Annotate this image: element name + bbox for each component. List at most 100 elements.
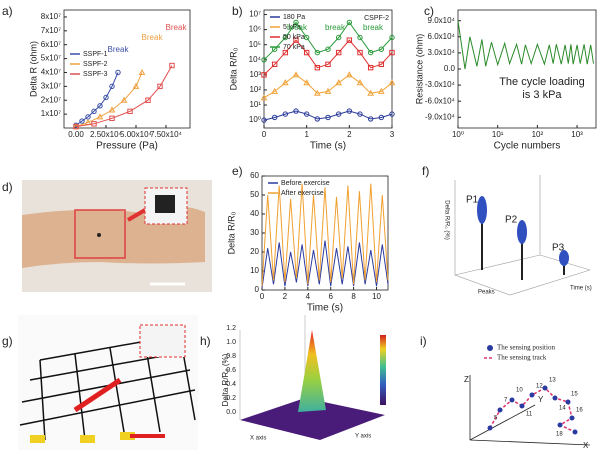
y-tick-label: 60 [250,171,259,180]
annotation: break [363,23,384,32]
y-tick-label: 20 [250,247,259,256]
peak-label: P3 [552,243,565,254]
annotation: break [287,23,308,32]
x-tick-label: 0.00 [68,130,84,139]
z-tick-label: 0.0 [226,409,236,416]
x-tick-label: 2 [283,292,288,301]
note: is 3 kPa [522,89,562,101]
point-label: 7 [504,398,508,404]
z-tick-label: 1.2 [226,325,236,332]
annotation: Break [166,23,188,32]
x-tick-label: 10³ [571,130,583,139]
legend-label: The sensing track [497,354,547,362]
y-tick-label: 0 [255,285,260,294]
panel-label: d) [2,180,13,194]
marker [116,70,120,74]
x-tick-label: 0 [262,130,267,139]
point-label: 16 [576,408,583,414]
y-tick-label: -9.0x10⁴ [425,112,456,121]
marker [140,70,145,75]
panel-label: h) [200,334,211,348]
y-tick-label: 6x10⁷ [41,40,61,49]
legend-label: 180 Pa [283,14,305,21]
legend-label: 70 kPa [283,44,305,51]
y-tick-label: 40 [250,209,259,218]
y-tick-label: 10⁰ [249,115,261,124]
annotation: Break [142,33,164,42]
axis-label: Peaks [478,290,495,296]
y-tick-label: 3x10⁷ [41,81,61,90]
figure: P1 P2 P3 Delta R/R₀ (%) Peaks Time (s) D… [0,0,604,455]
x-tick-label: 7.50x10⁴ [150,130,182,139]
x-tick-label: 10⁰ [452,130,464,139]
y-tick-label: 3.0x10⁴ [428,48,456,57]
x-axis-label: Time (s) [307,303,343,314]
x-axis-label: Cycle numbers [494,141,561,152]
y-axis-label: Resistance (ohm) [414,34,424,105]
y-tick-label: 2x10⁷ [41,95,61,104]
x-tick-label: 1 [304,130,309,139]
y-tick-label: 0.0 [444,64,456,73]
series-line [76,73,118,126]
panel-label: g) [2,334,13,348]
plot-frame [458,10,596,128]
point-label: 11 [526,412,533,418]
panel-label: a) [2,4,13,18]
point-label: 14 [559,406,566,412]
note: The cycle loading [499,76,585,88]
x-axis-label: Time (s) [310,141,346,152]
z-tick-label: 0.2 [226,395,236,402]
y-tick-label: 9.0x10⁴ [428,16,456,25]
x-tick-label: 3 [390,130,395,139]
photo-arm [22,180,212,292]
plot-3d-peaks: P1 P2 P3 Delta R/R₀ (%) Peaks Time (s) [443,175,591,296]
x-tick-label: 0 [260,292,265,301]
y-tick-label: 10⁶ [249,25,261,34]
point-label: 12 [536,384,543,390]
annotation: break [325,23,346,32]
x-tick-label: 2.50x10⁴ [90,130,122,139]
y-tick-label: -3.0x10⁴ [425,80,456,89]
axis-label: Z [464,375,469,384]
peak-label: P1 [466,195,479,206]
y-tick-label: 10¹ [249,100,261,109]
x-tick-label: 10² [532,130,544,139]
y-tick-label: 6.0x10⁴ [428,32,456,41]
legend-label: The sensing position [497,344,555,352]
point-label: 15 [571,392,578,398]
panel-label: e) [232,164,243,178]
legend-label: Before exercise [281,180,330,187]
z-tick-label: 0.8 [226,353,236,360]
axis-label: Delta R/R₀ (%) [443,200,449,240]
x-tick-label: 5.00x10⁴ [120,130,152,139]
axis-label: X [583,441,589,450]
axis-label: Y axis [355,434,371,440]
y-tick-label: 10⁵ [249,40,261,49]
y-tick-label: 5x10⁷ [41,54,61,63]
y-tick-label: 7x10⁷ [41,26,61,35]
y-tick-label: 10³ [249,70,261,79]
y-tick-label: 30 [250,228,259,237]
y-tick-label: 1x10⁷ [41,109,61,118]
y-axis-label: Delta R (ohm) [28,41,38,97]
y-tick-label: 10 [250,266,259,275]
axis-label: Y [538,395,544,404]
x-tick-label: 8 [351,292,356,301]
point-label: 5 [494,416,498,422]
series-line [262,241,388,289]
x-tick-label: 4 [306,292,311,301]
panel-label: f) [422,164,429,178]
axis-label: X axis [250,436,266,442]
point-label: 10 [516,388,523,394]
y-tick-label: 4x10⁷ [41,68,61,77]
x-tick-label: 10 [372,292,381,301]
point-label: 13 [549,378,556,384]
point-label: 18 [556,432,563,438]
photo-sensor-array [18,315,198,450]
series-line [262,184,388,287]
legend-label: After exercise [281,190,324,197]
y-tick-label: 10² [249,85,261,94]
y-tick-label: -6.0x10⁴ [425,96,456,105]
legend-label: SSPF-1 [83,51,108,58]
y-tick-label: 10⁷ [249,10,261,19]
